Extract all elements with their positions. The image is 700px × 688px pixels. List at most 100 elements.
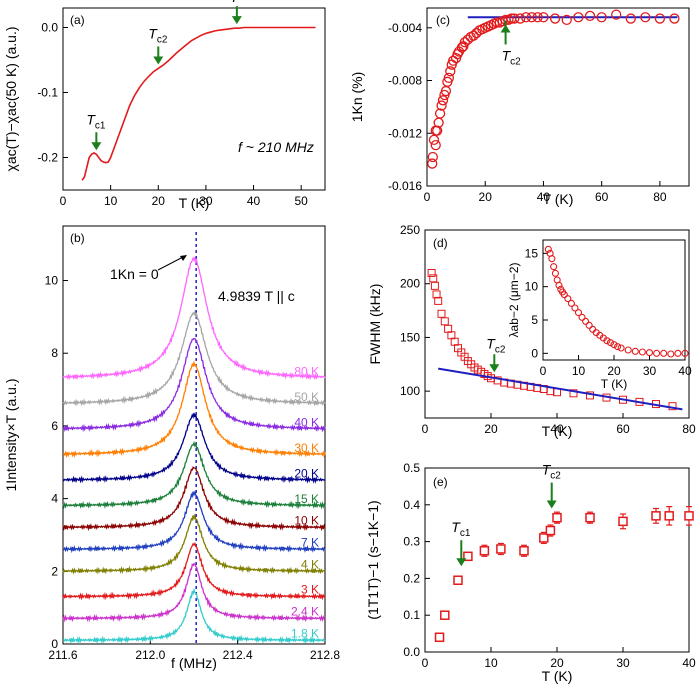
- panel-a-frame: [62, 7, 326, 191]
- panel-b-ytick-label: 8: [51, 346, 58, 360]
- panel-b-legend-label: 10 K: [294, 514, 319, 528]
- panel-a-ylabel: χac(T)−χac(50 K) (a.u.): [3, 26, 19, 171]
- panel-c-point: [538, 12, 549, 23]
- panel-b-ytick-label: 2: [51, 564, 58, 578]
- panel-d-inset-ylabel: λab−2 (μm−2): [507, 263, 521, 338]
- panel-e-xtick-label: 30: [616, 656, 630, 670]
- panel-c-point: [430, 139, 441, 151]
- panel-e-marker-label: Tc1: [451, 519, 471, 539]
- panel-b-xtick-label: 211.6: [48, 648, 77, 662]
- panel-d-marker-label: Tc2: [486, 335, 506, 355]
- panel-e-point: [434, 632, 445, 643]
- panel-b-spectrum-line: [62, 309, 326, 407]
- panel-d-inset-point: [681, 349, 689, 357]
- panel-c-xtick-label: 80: [653, 190, 667, 204]
- panel-b-spectrum-line: [62, 562, 326, 623]
- panel-a-marker-arrow-head: [231, 16, 242, 25]
- panel-d-inset-ytick-label: 0: [531, 346, 538, 360]
- panel-c-point: [436, 100, 447, 111]
- panel-e-xtick-label: 20: [550, 656, 564, 670]
- panel-c-ytick-label: -0.012: [388, 126, 422, 140]
- panel-d-point: [434, 296, 443, 305]
- panel-d-point: [440, 317, 449, 326]
- panel-d-point: [429, 274, 438, 283]
- panel-b-legend-label: 50 K: [294, 390, 319, 404]
- panel-e-label: (e): [433, 475, 448, 489]
- panel-a-xtick-label: 20: [152, 194, 166, 208]
- panel-c-point: [445, 66, 456, 77]
- panel-c-point: [549, 13, 561, 24]
- panel-b-spectrum-line: [62, 490, 326, 554]
- panel-b: (b) 211.6 212.0 212.4 212.8 0 2 4 6 8 10 1.8 K 2.4…: [3, 225, 340, 671]
- panel-b-legend-label: 20 K: [294, 466, 319, 480]
- panel-b-spectrum-line: [62, 513, 326, 575]
- panel-b-legend-label: 7 K: [301, 535, 319, 549]
- panel-c-point: [532, 12, 543, 23]
- panel-e: (e) 0 10 20 30 40 0.0 0.1 0.2 0.3 0.4 0.5 Tc1 Tc2 T…: [365, 461, 696, 684]
- panel-c-point: [427, 151, 438, 163]
- panel-c-marker-label: Tc2: [502, 48, 522, 68]
- panel-e-ytick-label: 0.2: [403, 571, 420, 585]
- panel-d-inset-ytick-label: 10: [525, 280, 539, 294]
- panel-a-ytick-label: 0.0: [41, 21, 58, 35]
- panel-b-xtick-label: 212.8: [310, 648, 340, 662]
- panel-c-point: [509, 13, 520, 24]
- panel-c-point: [468, 30, 479, 41]
- panel-d-inset-point: [578, 313, 586, 321]
- panel-b-spectrum-line: [62, 587, 326, 645]
- panel-d-inset-ytick-label: 5: [531, 313, 538, 327]
- panel-b-legend-label: 30 K: [294, 441, 319, 455]
- panel-e-point: [618, 516, 628, 527]
- panel-d-inset-point: [638, 348, 646, 356]
- panel-b-ylabel: 1Intensity×T (a.u.): [3, 379, 19, 492]
- panel-e-point: [440, 610, 450, 620]
- panel-b-spectrum-line: [62, 256, 326, 381]
- panel-b-label: (b): [70, 231, 85, 245]
- panel-a-xlabel: T (K): [179, 195, 210, 211]
- panel-c-point: [515, 13, 526, 24]
- panel-d-inset-point: [555, 281, 563, 289]
- panel-d-xtick-label: 20: [484, 422, 498, 436]
- panel-c-point: [625, 13, 636, 24]
- panel-d-inset-point: [574, 309, 583, 317]
- panel-d-inset-point: [560, 291, 568, 299]
- panel-b-field-label: 4.9839 T || c: [218, 288, 295, 304]
- panel-d-ylabel: FWHM (kHz): [367, 284, 383, 365]
- panel-e-ytick-label: 0.5: [403, 461, 420, 475]
- panel-e-point: [519, 546, 529, 556]
- panel-d-inset-xtick-label: 20: [607, 364, 621, 378]
- panel-d-xtick-label: 60: [616, 422, 630, 436]
- panel-a-marker-arrow-head: [153, 56, 164, 65]
- panel-a-series-line: [81, 26, 316, 181]
- panel-b-legend-label: 3 K: [301, 583, 319, 597]
- panel-b-spectrum-line: [62, 541, 326, 601]
- panel-a-ytick-label: -0.2: [37, 151, 58, 165]
- panel-b-spectrum-line: [62, 466, 326, 532]
- panel-b-legend-label: 4 K: [301, 557, 319, 571]
- panel-b-ytick-label: 10: [45, 274, 59, 288]
- panel-b-spectrum-line: [62, 337, 326, 433]
- panel-d-inset-point: [606, 339, 615, 347]
- panel-c-point: [669, 13, 680, 24]
- panel-b-legend-label: 15 K: [294, 492, 319, 506]
- panel-a-xtick-label: 10: [104, 194, 118, 208]
- panel-d-fit-line: [438, 367, 683, 411]
- panel-d-inset-point: [667, 350, 675, 358]
- panel-d-point: [430, 281, 439, 290]
- panel-c-ytick-label: -0.004: [388, 21, 422, 35]
- panel-d-point: [432, 290, 441, 299]
- panel-c-point: [596, 12, 607, 23]
- panel-b-legend-label: 80 K: [294, 365, 319, 379]
- panel-e-ytick-label: 0.4: [403, 498, 420, 512]
- panel-c-ytick-label: -0.016: [388, 179, 422, 193]
- panel-d-inset-point: [551, 269, 559, 277]
- panel-c-ylabel: 1Kn (%): [349, 72, 365, 123]
- panel-c: (c) 0 20 40 60 80 -0.016 -0.012 -0.008 -0.004 Tc…: [349, 7, 690, 207]
- panel-d-inset-point: [617, 344, 625, 352]
- panel-d-marker-arrow-head: [489, 364, 500, 373]
- panel-c-point: [573, 12, 584, 23]
- panel-a-marker-label: Tc2: [148, 25, 168, 45]
- panel-a-marker-label: Tc1: [86, 111, 106, 131]
- panel-d-xtick-label: 80: [682, 422, 696, 436]
- panel-d-inset-point: [585, 321, 593, 329]
